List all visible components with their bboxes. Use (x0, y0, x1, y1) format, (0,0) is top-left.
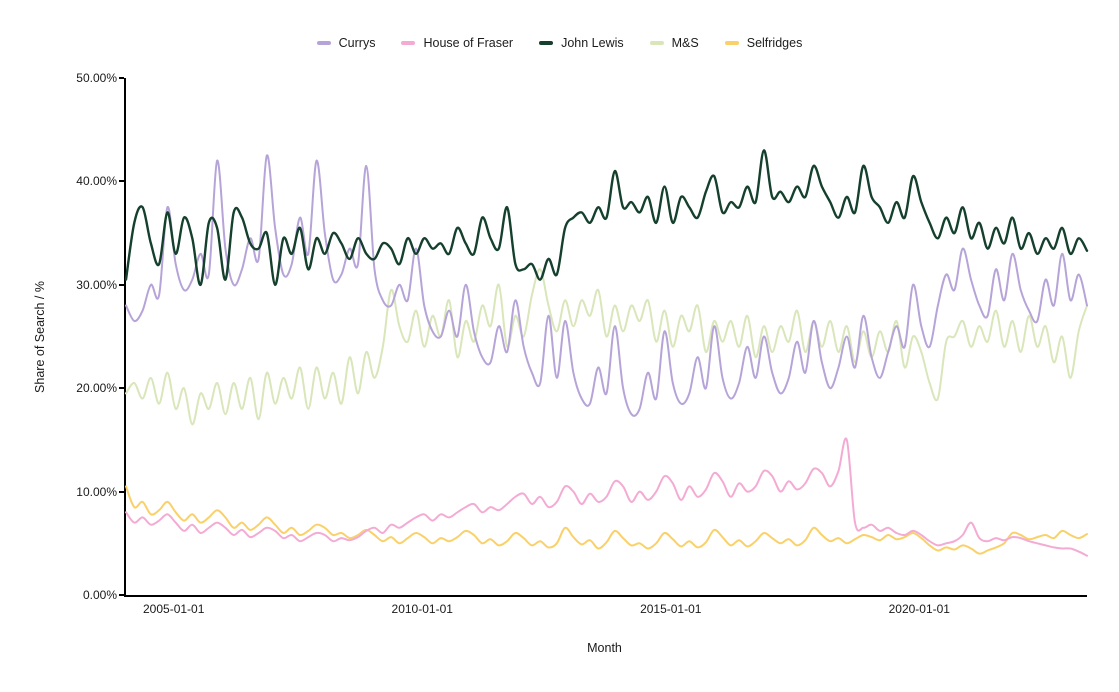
legend-item-m-s[interactable]: M&S (649, 36, 699, 50)
chart-canvas (124, 149, 1089, 557)
legend-item-selfridges[interactable]: Selfridges (724, 36, 803, 50)
legend-swatch-icon (649, 41, 664, 45)
legend-label: M&S (671, 36, 699, 50)
legend-item-john-lewis[interactable]: John Lewis (539, 36, 624, 50)
legend-item-currys[interactable]: Currys (316, 36, 376, 50)
legend-label: Currys (338, 36, 376, 50)
y-tick-mark (119, 180, 124, 183)
legend-label: Selfridges (746, 36, 803, 50)
y-tick-mark (119, 77, 124, 79)
legend-swatch-icon (724, 41, 739, 45)
series-line-selfridges (125, 485, 1088, 555)
legend-item-house-of-fraser[interactable]: House of Fraser (401, 36, 513, 50)
series-line-house-of-fraser (125, 437, 1088, 557)
y-tick-mark (119, 490, 124, 493)
x-tick-label: 2020-01-01 (888, 602, 950, 616)
legend-swatch-icon (539, 41, 554, 45)
y-axis-title: Share of Search / % (33, 281, 47, 393)
series-line-currys (125, 154, 1088, 417)
series-line-m-s (125, 268, 1088, 426)
y-tick-label: 20.00% (76, 381, 117, 396)
x-tick-label: 2010-01-01 (391, 602, 453, 616)
legend-swatch-icon (401, 41, 416, 45)
legend: Currys House of Fraser John Lewis M&S Selfri… (0, 36, 1119, 50)
plot-area (124, 78, 1089, 597)
legend-swatch-icon (316, 41, 331, 45)
legend-label: John Lewis (561, 36, 624, 50)
x-tick-label: 2015-01-01 (640, 602, 702, 616)
y-tick-label: 0.00% (82, 588, 117, 602)
legend-label: House of Fraser (423, 36, 514, 50)
y-axis-title-wrap: Share of Search / % (30, 200, 50, 480)
series-line-john-lewis (124, 149, 1089, 287)
y-tick-label: 50.00% (76, 71, 117, 85)
y-tick-label: 10.00% (76, 484, 117, 499)
x-tick-label: 2005-01-01 (143, 602, 205, 616)
y-tick-label: 30.00% (76, 277, 117, 292)
y-tick-mark (119, 387, 124, 390)
x-axis-title: Month (587, 641, 622, 655)
y-tick-label: 40.00% (76, 174, 117, 189)
y-tick-mark (119, 283, 124, 286)
y-tick-mark (119, 594, 124, 596)
